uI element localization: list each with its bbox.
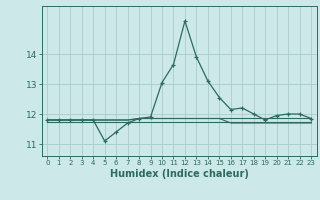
X-axis label: Humidex (Indice chaleur): Humidex (Indice chaleur) — [110, 169, 249, 179]
